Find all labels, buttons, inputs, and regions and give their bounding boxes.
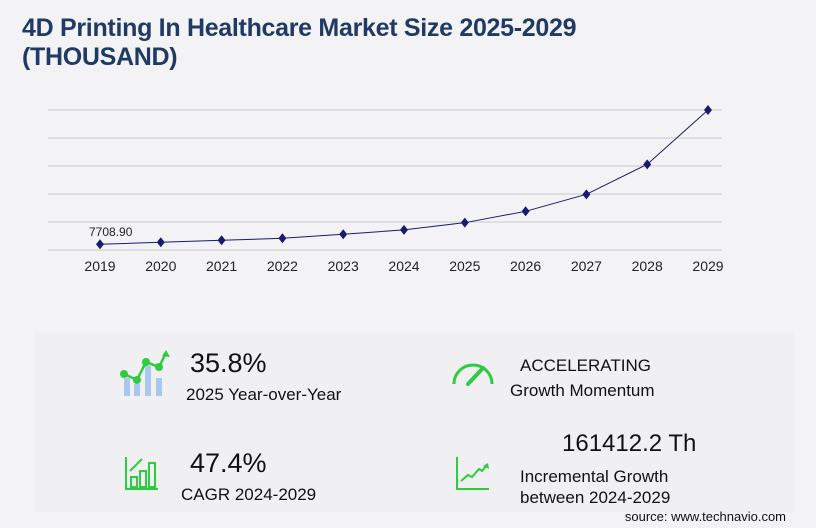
speedometer-icon — [452, 363, 494, 386]
data-point-2025 — [460, 217, 469, 228]
yoy-value: 35.8% — [190, 348, 267, 378]
data-point-2027 — [582, 189, 591, 200]
trend-up-icon — [456, 457, 489, 490]
x-tick-label: 2020 — [145, 258, 176, 274]
yoy-label: 2025 Year-over-Year — [186, 385, 342, 404]
x-tick-label: 2028 — [632, 258, 663, 274]
incremental-value: 161412.2 Th — [562, 430, 697, 457]
bar-line-growth-icon — [120, 350, 170, 396]
line-chart: 2019 2020 2021 2022 2023 2024 2025 2026 2027 2028… — [48, 105, 724, 274]
data-point-2020 — [156, 237, 165, 248]
source-text: source: www.technavio.com — [624, 509, 786, 524]
data-point-2022 — [278, 233, 287, 244]
page-title: 4D Printing In Healthcare Market Size 20… — [22, 14, 577, 71]
data-point-2023 — [339, 229, 348, 240]
data-label-2019: 7708.90 — [89, 225, 133, 239]
data-point-2029 — [704, 105, 712, 115]
data-point-2028 — [643, 159, 652, 170]
x-tick-label: 2025 — [449, 258, 480, 274]
data-point-2024 — [400, 224, 408, 235]
bar-chart-growth-icon — [125, 457, 158, 490]
data-point-2021 — [217, 235, 226, 246]
x-tick-label: 2023 — [328, 258, 359, 274]
momentum-value: ACCELERATING — [520, 356, 651, 375]
x-tick-label: 2021 — [206, 258, 237, 274]
x-tick-label: 2024 — [388, 258, 419, 274]
series-line — [99, 109, 709, 245]
cagr-label: CAGR 2024-2029 — [181, 485, 317, 504]
x-tick-label: 2027 — [571, 258, 602, 274]
data-point-2019 — [96, 239, 104, 250]
x-tick-label: 2029 — [692, 258, 723, 274]
incremental-label-1: Incremental Growth — [520, 467, 669, 486]
momentum-label: Growth Momentum — [510, 381, 655, 400]
incremental-label-2: between 2024-2029 — [520, 488, 671, 507]
cagr-value: 47.4% — [190, 448, 267, 478]
x-tick-label: 2019 — [84, 258, 115, 274]
x-tick-label: 2026 — [510, 258, 541, 274]
x-tick-label: 2022 — [267, 258, 298, 274]
data-point-2026 — [521, 206, 530, 217]
